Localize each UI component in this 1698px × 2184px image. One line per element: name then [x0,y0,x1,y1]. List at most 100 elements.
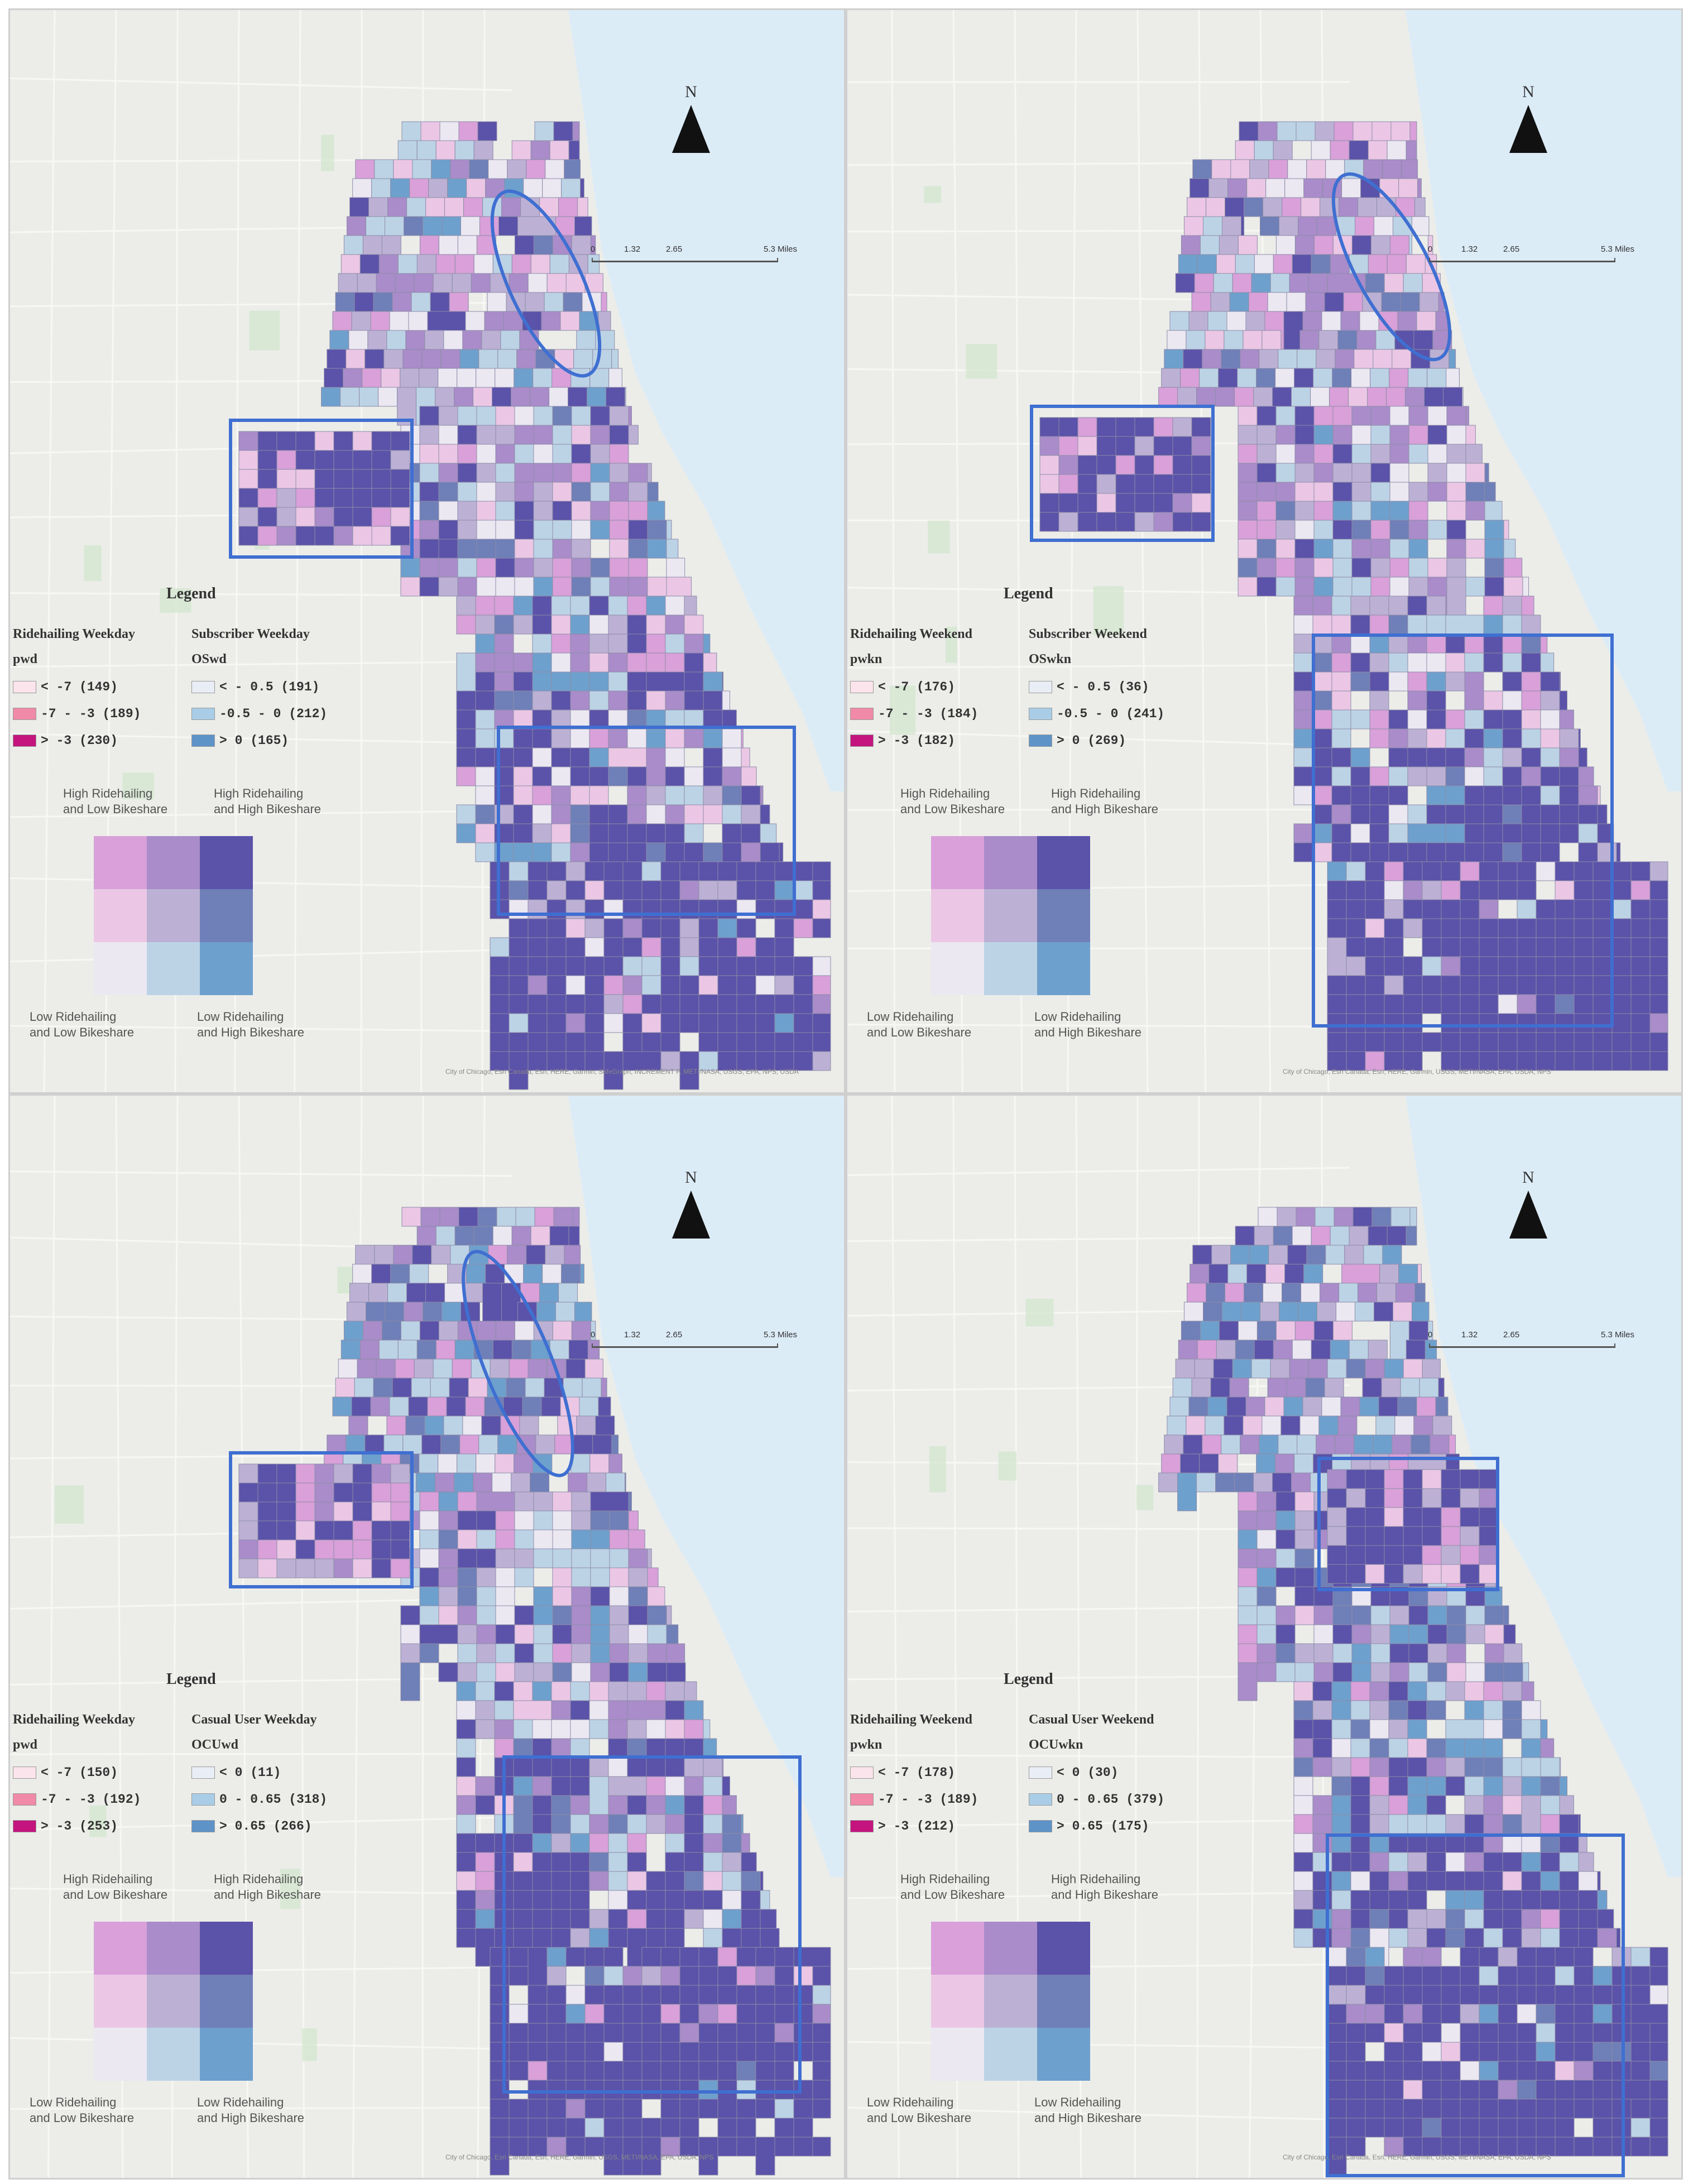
tract-polygon [1332,482,1352,502]
ridehailing-field-name: pwd [13,652,38,666]
ridehailing-legend-title: Ridehailing Weekend [850,627,972,641]
corner-label-low-low: Low Ridehailing and Low Bikeshare [867,2095,972,2125]
tract-polygon [627,596,647,616]
tract-polygon [627,804,647,824]
ridehailing-class-0: < -7 (149) [13,680,118,694]
tract-polygon [257,488,277,508]
tract-polygon [1287,159,1307,179]
tract-polygon [1578,1928,1598,1948]
tract-polygon [549,140,569,160]
tract-polygon [527,2004,548,2024]
ridehailing-class-0: < -7 (176) [850,680,955,694]
tract-polygon [660,975,680,995]
ridehailing-class-2: > -3 (182) [850,733,955,748]
tract-polygon [1200,235,1220,255]
tract-polygon [608,690,628,711]
tract-polygon [1388,823,1408,843]
tract-polygon [812,956,831,976]
tract-polygon [532,1738,552,1758]
tract-polygon [539,1283,559,1303]
tract-polygon [646,615,666,635]
tract-polygon [457,558,477,578]
tract-polygon [533,1529,553,1549]
tract-polygon [1422,861,1442,881]
tract-polygon [1649,2137,1668,2157]
tract-polygon [1134,474,1154,494]
tract-polygon [571,406,591,426]
tract-polygon [401,1207,421,1227]
tract-polygon [1649,956,1668,976]
tract-polygon [1593,994,1613,1014]
tract-polygon [580,1264,584,1284]
tract-polygon [1446,425,1466,445]
tract-polygon [628,1643,648,1663]
tract-polygon [476,1567,496,1587]
tract-polygon [509,861,529,881]
tract-polygon [1237,1321,1258,1341]
tract-polygon [755,1013,775,1033]
tract-polygon [527,1032,548,1052]
tract-polygon [1388,1700,1408,1720]
tract-polygon [1479,956,1499,976]
tract-polygon [812,861,831,881]
tract-polygon [608,368,622,388]
tract-polygon [532,728,552,748]
tract-polygon [1448,1434,1456,1455]
tract-polygon [717,1985,737,2005]
bivariate-cell-0-0 [94,1922,147,1975]
tract-polygon [609,482,629,502]
tract-polygon [352,1463,372,1484]
tract-polygon [438,501,458,521]
tract-polygon [473,140,493,160]
tract-polygon [1310,387,1330,407]
legend-entry-label: > -3 (230) [41,733,118,748]
tract-polygon [359,254,380,274]
tract-polygon [1464,1814,1484,1834]
tract-polygon [506,1377,526,1398]
tract-polygon [1254,140,1274,160]
tract-polygon [494,596,514,616]
tract-polygon [514,1567,534,1587]
tract-polygon [1192,1245,1212,1265]
tract-polygon [490,2080,510,2100]
tract-polygon [1332,1605,1352,1625]
tract-polygon [1237,1567,1258,1587]
tract-polygon [1371,121,1392,141]
tract-polygon [1502,1928,1522,1948]
tract-polygon [514,1662,534,1682]
tract-polygon [276,1482,296,1503]
tract-polygon [490,994,510,1014]
scale-bar: 0 1.32 2.65 5.3 Miles [591,244,797,267]
tract-polygon [1332,520,1352,540]
tract-polygon [1412,1302,1430,1322]
tract-polygon [1555,2023,1575,2043]
tract-polygon [1630,861,1651,881]
tract-polygon [741,823,761,843]
tract-polygon [497,349,517,369]
tract-polygon [1403,2099,1423,2119]
tract-polygon [1578,728,1581,748]
tract-polygon [511,254,531,274]
tract-polygon [1194,273,1214,293]
tract-polygon [666,1624,679,1644]
tract-polygon [1331,1814,1351,1834]
tract-polygon [514,1510,534,1530]
tract-polygon [1407,747,1427,767]
tract-polygon [1302,311,1322,331]
tract-polygon [1536,1985,1556,2005]
tract-polygon [1389,368,1409,388]
tract-polygon [338,1359,358,1379]
tract-polygon [1390,121,1411,141]
tract-polygon [698,1013,718,1033]
tract-polygon [546,937,567,957]
tract-polygon [1555,975,1575,995]
tract-polygon [476,1662,496,1682]
tract-polygon [622,937,642,957]
tract-polygon [1191,512,1211,532]
bivariate-legend-matrix [94,836,253,995]
corner-label-high-high: High Ridehailing and High Bikeshare [1051,1872,1159,1902]
tract-polygon [416,1340,437,1360]
tract-polygon [546,1947,567,1967]
tract-polygon [1384,1545,1404,1565]
bivariate-legend-matrix [931,1922,1090,2081]
